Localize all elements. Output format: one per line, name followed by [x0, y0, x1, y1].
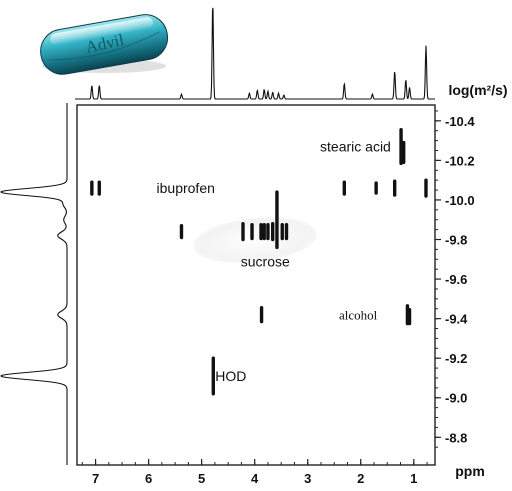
y-tick-label: -9.6 [445, 272, 467, 287]
x-tick-label: 2 [357, 471, 364, 486]
x-tick-label: 3 [304, 471, 311, 486]
x-tick-label: 1 [410, 471, 417, 486]
x-tick-label: 6 [145, 471, 152, 486]
y-tick-label: -9.0 [445, 391, 467, 406]
y-axis: -10.4 -10.2 -10.0 -9.8 -9.6 -9.4 -9.2 -9.0 -8.8 [435, 110, 475, 448]
y-tick-label: -9.8 [445, 233, 467, 248]
x-axis-label: ppm [455, 463, 485, 479]
label-ibuprofen: ibuprofen [157, 180, 215, 196]
plot-frame [76, 104, 436, 466]
projection-diffusion-spectrum [0, 103, 68, 465]
cross-peaks [90, 128, 428, 396]
y-tick-label: -9.4 [445, 312, 468, 327]
x-tick-label: 4 [251, 471, 259, 486]
x-axis: 7 6 5 4 3 2 1 [81, 459, 428, 486]
y-axis-label: log(m²/s) [448, 82, 507, 98]
label-alcohol: alcohol [339, 308, 378, 323]
label-sucrose: sucrose [241, 253, 290, 269]
compound-labels: ibuprofen sucrose stearic acid alcohol HOD [157, 139, 391, 384]
projection-1h-spectrum [75, 7, 435, 100]
y-tick-label: -9.2 [445, 351, 467, 366]
label-HOD: HOD [215, 368, 246, 384]
advil-capsule-image: Advil [40, 14, 169, 75]
y-tick-label: -10.4 [445, 114, 475, 129]
x-tick-label: 5 [198, 471, 205, 486]
y-tick-label: -8.8 [445, 430, 467, 445]
x-tick-label: 7 [92, 471, 99, 486]
label-stearic-acid: stearic acid [320, 139, 391, 155]
y-tick-label: -10.0 [445, 193, 475, 208]
y-tick-label: -10.2 [445, 153, 475, 168]
